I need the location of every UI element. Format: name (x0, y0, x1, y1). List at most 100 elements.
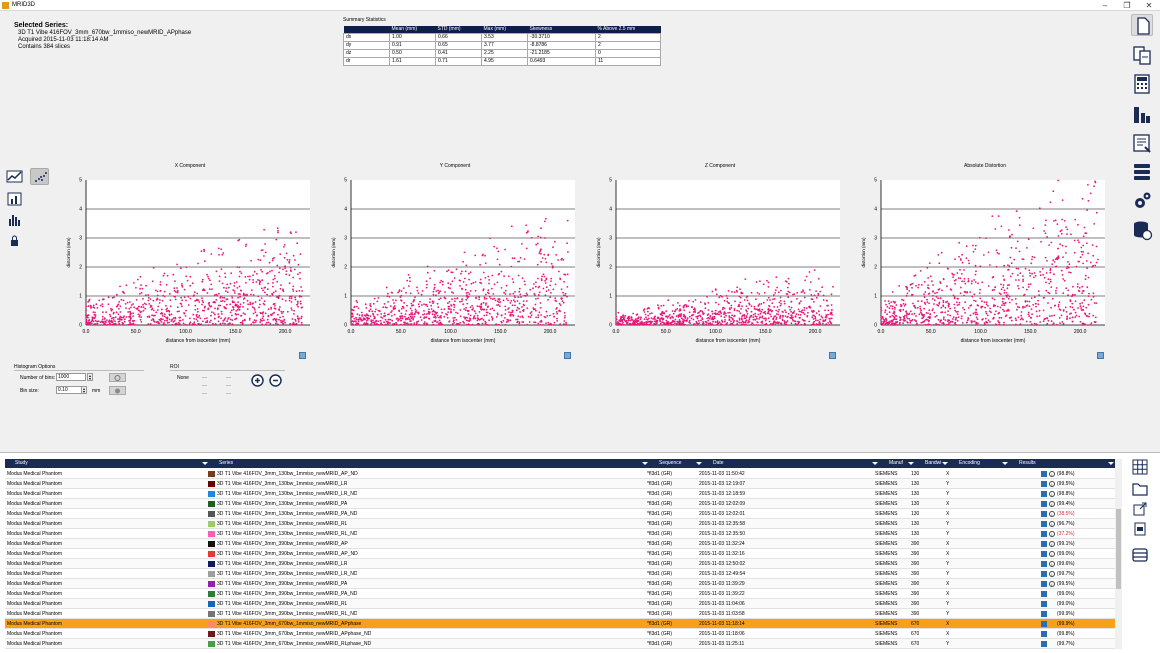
save-plot-icon[interactable] (564, 352, 571, 359)
result-thumbnail-icon[interactable] (1041, 531, 1047, 537)
table-row[interactable]: Modus Medical Phantom 3D T1 Vibe 416FOV_3… (5, 559, 1115, 569)
info-icon[interactable]: i (1049, 521, 1055, 527)
table-row[interactable]: Modus Medical Phantom 3D T1 Vibe 416FOV_3… (5, 479, 1115, 489)
database-button[interactable] (1131, 161, 1153, 183)
filter-dropdown-icon[interactable] (642, 462, 648, 465)
table-row[interactable]: Modus Medical Phantom 3D T1 Vibe 416FOV_3… (5, 499, 1115, 509)
open-folder-button[interactable] (1131, 481, 1149, 497)
result-thumbnail-icon[interactable] (1041, 551, 1047, 557)
bins-input[interactable] (56, 373, 86, 381)
bar-chart-tool[interactable] (5, 190, 24, 207)
column-header-bandwidth[interactable]: Bandwi (915, 459, 949, 468)
settings-button[interactable] (1131, 190, 1153, 212)
remove-roi-button[interactable] (269, 374, 282, 387)
data-point (630, 324, 632, 326)
result-thumbnail-icon[interactable] (1041, 641, 1047, 647)
maximize-button[interactable]: ❐ (1123, 1, 1131, 10)
info-icon[interactable]: i (1049, 581, 1055, 587)
info-icon[interactable]: i (1049, 551, 1055, 557)
info-icon[interactable]: i (1049, 501, 1055, 507)
info-icon[interactable]: i (1049, 561, 1055, 567)
calculator-button[interactable] (1131, 73, 1153, 95)
result-thumbnail-icon[interactable] (1041, 631, 1047, 637)
table-row[interactable]: Modus Medical Phantom 3D T1 Vibe 416FOV_3… (5, 539, 1115, 549)
table-row[interactable]: Modus Medical Phantom 3D T1 Vibe 416FOV_3… (5, 509, 1115, 519)
result-thumbnail-icon[interactable] (1041, 591, 1047, 597)
table-row[interactable]: Modus Medical Phantom 3D T1 Vibe 416FOV_3… (5, 549, 1115, 559)
table-row[interactable]: Modus Medical Phantom 3D T1 Vibe 416FOV_3… (5, 629, 1115, 639)
result-thumbnail-icon[interactable] (1041, 511, 1047, 517)
result-thumbnail-icon[interactable] (1041, 561, 1047, 567)
info-icon[interactable]: i (1049, 491, 1055, 497)
info-icon[interactable]: i (1049, 481, 1055, 487)
grid-scrollbar[interactable] (1115, 459, 1122, 649)
info-icon[interactable]: i (1049, 511, 1055, 517)
result-thumbnail-icon[interactable] (1041, 491, 1047, 497)
table-row[interactable]: Modus Medical Phantom 3D T1 Vibe 416FOV_3… (5, 569, 1115, 579)
table-row[interactable]: Modus Medical Phantom 3D T1 Vibe 416FOV_3… (5, 489, 1115, 499)
data-point (387, 313, 389, 316)
table-row[interactable]: Modus Medical Phantom 3D T1 Vibe 416FOV_3… (5, 579, 1115, 589)
filter-dropdown-icon[interactable] (696, 462, 702, 465)
table-row[interactable]: Modus Medical Phantom 3D T1 Vibe 416FOV_3… (5, 529, 1115, 539)
result-thumbnail-icon[interactable] (1041, 581, 1047, 587)
column-header-sequence[interactable]: Sequence (649, 459, 703, 468)
info-icon[interactable]: i (1049, 531, 1055, 537)
filter-dropdown-icon[interactable] (872, 462, 878, 465)
column-header-study[interactable]: Study (5, 459, 209, 468)
scrollbar-thumb[interactable] (1116, 509, 1121, 589)
column-header-results[interactable]: Results (1009, 459, 1115, 468)
minimize-button[interactable]: – (1102, 1, 1108, 10)
table-row[interactable]: Modus Medical Phantom 3D T1 Vibe 416FOV_3… (5, 619, 1115, 629)
report-chart-button[interactable] (1131, 103, 1153, 125)
column-header-series[interactable]: Series (209, 459, 649, 468)
info-icon[interactable]: i (1049, 541, 1055, 547)
column-header-date[interactable]: Date (703, 459, 879, 468)
database-list-button[interactable] (1131, 547, 1149, 563)
filter-dropdown-icon[interactable] (942, 462, 948, 465)
save-plot-icon[interactable] (829, 352, 836, 359)
filter-dropdown-icon[interactable] (908, 462, 914, 465)
column-header-manufacturer[interactable]: Manuf (879, 459, 915, 468)
table-row[interactable]: Modus Medical Phantom 3D T1 Vibe 416FOV_3… (5, 599, 1115, 609)
column-header-encoding[interactable]: Encoding (949, 459, 1009, 468)
result-thumbnail-icon[interactable] (1041, 541, 1047, 547)
info-icon[interactable]: i (1049, 571, 1055, 577)
lock-tool[interactable] (5, 233, 24, 250)
filter-dropdown-icon[interactable] (1002, 462, 1008, 465)
compare-button[interactable] (1131, 44, 1153, 66)
filter-dropdown-icon[interactable] (1108, 462, 1114, 465)
line-chart-tool[interactable] (5, 168, 24, 185)
filter-dropdown-icon[interactable] (202, 462, 208, 465)
result-thumbnail-icon[interactable] (1041, 621, 1047, 627)
table-row[interactable]: Modus Medical Phantom 3D T1 Vibe 416FOV_3… (5, 469, 1115, 479)
report-list-button[interactable] (1131, 132, 1153, 154)
result-thumbnail-icon[interactable] (1041, 601, 1047, 607)
dicom-button[interactable] (1131, 521, 1149, 537)
histogram-tool[interactable] (5, 211, 24, 228)
result-thumbnail-icon[interactable] (1041, 571, 1047, 577)
add-roi-button[interactable] (251, 374, 264, 387)
save-plot-icon[interactable] (299, 352, 306, 359)
new-document-button[interactable] (1131, 14, 1153, 36)
result-thumbnail-icon[interactable] (1041, 611, 1047, 617)
info-icon[interactable]: i (1049, 471, 1055, 477)
export-button[interactable] (1131, 501, 1149, 517)
result-thumbnail-icon[interactable] (1041, 481, 1047, 487)
save-plot-icon[interactable] (1097, 352, 1104, 359)
table-row[interactable]: Modus Medical Phantom 3D T1 Vibe 416FOV_3… (5, 589, 1115, 599)
result-thumbnail-icon[interactable] (1041, 471, 1047, 477)
result-thumbnail-icon[interactable] (1041, 501, 1047, 507)
reset-button[interactable] (109, 386, 126, 395)
database-refresh-button[interactable] (1131, 219, 1153, 241)
close-button[interactable]: ✕ (1145, 1, 1153, 10)
grid-view-button[interactable] (1131, 459, 1149, 475)
binsize-spinner[interactable]: ▴ ▾ (81, 386, 87, 394)
result-thumbnail-icon[interactable] (1041, 521, 1047, 527)
table-row[interactable]: Modus Medical Phantom 3D T1 Vibe 416FOV_3… (5, 519, 1115, 529)
refresh-button[interactable] (109, 373, 126, 382)
table-row[interactable]: Modus Medical Phantom 3D T1 Vibe 416FOV_3… (5, 639, 1115, 649)
table-row[interactable]: Modus Medical Phantom 3D T1 Vibe 416FOV_3… (5, 609, 1115, 619)
bins-spinner[interactable]: ▴ ▾ (87, 373, 93, 381)
scatter-plot-tool[interactable] (30, 168, 49, 185)
